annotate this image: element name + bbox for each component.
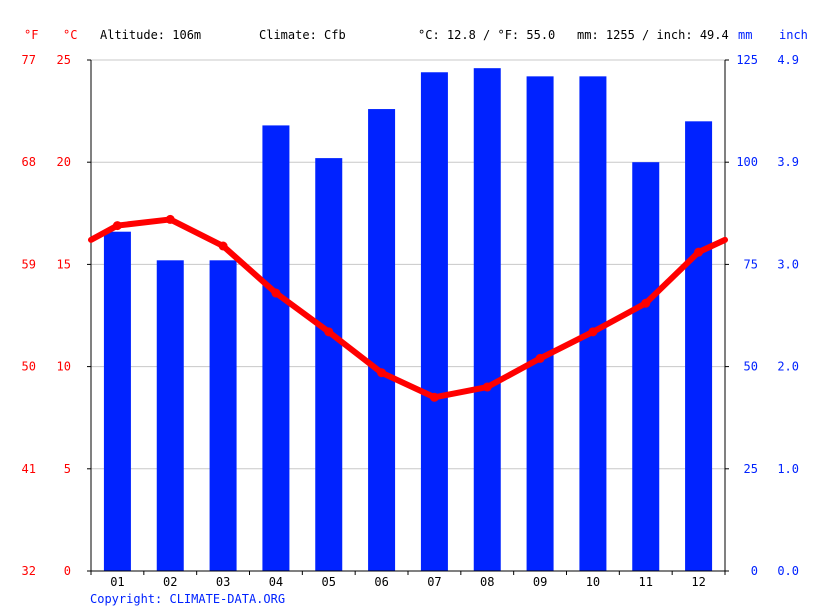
celsius-tick-label: 5 (64, 462, 71, 476)
inch-tick-label: 1.0 (777, 462, 799, 476)
mm-tick-label: 50 (744, 360, 758, 374)
mm-tick-label: 125 (736, 53, 758, 67)
fahrenheit-unit-label: °F (24, 28, 39, 42)
precipitation-bar-08 (473, 68, 501, 572)
mm-tick-label: 75 (744, 257, 758, 271)
month-label-01: 01 (110, 575, 124, 589)
tick-labels: 32 0 41 5 50 10 59 15 68 20 77 25 0 0.0 25 1.0 50 2.0 75 3.… (22, 53, 799, 589)
inch-tick-label: 2.0 (777, 360, 799, 374)
precipitation-bars (103, 68, 713, 572)
precipitation-bar-04 (262, 125, 290, 572)
precipitation-bar-09 (526, 76, 554, 572)
month-label-03: 03 (216, 575, 230, 589)
grid-lines (91, 59, 725, 470)
altitude-label: Altitude: 106m (100, 28, 202, 42)
month-label-07: 07 (427, 575, 441, 589)
temperature-point-02 (165, 214, 175, 224)
fahrenheit-tick-label: 77 (22, 53, 36, 67)
celsius-tick-label: 20 (57, 155, 71, 169)
mm-tick-label: 0 (751, 564, 758, 578)
month-label-05: 05 (322, 575, 336, 589)
celsius-tick-label: 15 (57, 257, 71, 271)
temperature-point-04 (271, 288, 281, 298)
month-label-06: 06 (374, 575, 388, 589)
fahrenheit-tick-label: 59 (22, 257, 36, 271)
precipitation-bar-12 (685, 121, 713, 571)
temperature-point-05 (324, 327, 334, 337)
precipitation-bar-06 (368, 109, 396, 571)
precipitation-bar-03 (209, 260, 237, 571)
month-label-04: 04 (269, 575, 283, 589)
mm-tick-label: 25 (744, 462, 758, 476)
temperature-point-06 (377, 368, 387, 378)
mm-unit-label: mm (738, 28, 753, 42)
month-label-08: 08 (480, 575, 494, 589)
inch-tick-label: 4.9 (777, 53, 799, 67)
copyright-text: Copyright: CLIMATE-DATA.ORG (90, 592, 286, 606)
fahrenheit-tick-label: 68 (22, 155, 36, 169)
temperature-series-line (88, 216, 728, 401)
temperature-line (88, 214, 728, 402)
precipitation-bar-07 (420, 72, 448, 571)
mm-tick-label: 100 (736, 155, 758, 169)
inch-tick-label: 0.0 (777, 564, 799, 578)
inch-unit-label: inch (779, 28, 808, 42)
temperature-point-08 (482, 382, 492, 392)
fahrenheit-tick-label: 50 (22, 360, 36, 374)
temperature-point-03 (218, 241, 228, 251)
temperature-point-11 (641, 298, 651, 308)
inch-tick-label: 3.9 (777, 155, 799, 169)
month-label-09: 09 (533, 575, 547, 589)
fahrenheit-tick-label: 32 (22, 564, 36, 578)
temperature-point-01 (112, 221, 122, 231)
month-label-11: 11 (639, 575, 653, 589)
celsius-tick-label: 25 (57, 53, 71, 67)
precipitation-bar-01 (103, 231, 131, 572)
precipitation-bar-05 (315, 158, 343, 571)
celsius-unit-label: °C (63, 28, 78, 42)
precipitation-bar-11 (632, 162, 660, 571)
temperature-point-09 (535, 353, 545, 363)
total-precipitation-label: mm: 1255 / inch: 49.4 (577, 28, 729, 42)
month-label-12: 12 (691, 575, 705, 589)
average-temperature-label: °C: 12.8 / °F: 55.0 (418, 28, 556, 42)
month-label-10: 10 (586, 575, 600, 589)
temperature-point-12 (694, 247, 704, 257)
month-label-02: 02 (163, 575, 177, 589)
celsius-tick-label: 0 (64, 564, 71, 578)
precipitation-bar-02 (156, 260, 184, 571)
celsius-tick-label: 10 (57, 360, 71, 374)
climate-label: Climate: Cfb (259, 28, 346, 42)
fahrenheit-tick-label: 41 (22, 462, 36, 476)
temperature-point-10 (588, 327, 598, 337)
temperature-point-07 (429, 392, 439, 402)
inch-tick-label: 3.0 (777, 257, 799, 271)
axes (87, 59, 729, 575)
